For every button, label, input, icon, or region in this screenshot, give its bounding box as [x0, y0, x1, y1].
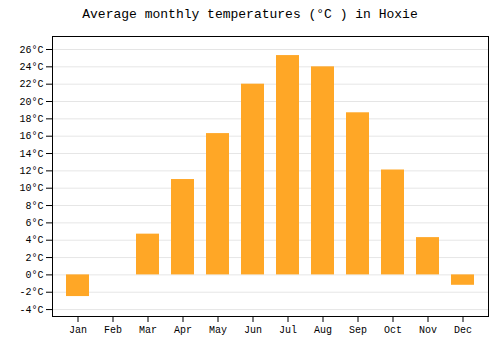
svg-text:8°C: 8°C: [25, 201, 43, 212]
svg-text:18°C: 18°C: [19, 114, 43, 125]
svg-text:0°C: 0°C: [25, 270, 43, 281]
svg-text:Oct: Oct: [384, 325, 402, 336]
svg-text:Dec: Dec: [454, 325, 472, 336]
svg-text:Jun: Jun: [244, 325, 262, 336]
svg-text:Feb: Feb: [104, 325, 122, 336]
svg-text:-4°C: -4°C: [19, 305, 43, 316]
svg-text:4°C: 4°C: [25, 235, 43, 246]
svg-text:2°C: 2°C: [25, 253, 43, 264]
svg-text:24°C: 24°C: [19, 62, 43, 73]
svg-text:-2°C: -2°C: [19, 287, 43, 298]
svg-text:16°C: 16°C: [19, 131, 43, 142]
svg-text:14°C: 14°C: [19, 149, 43, 160]
svg-text:6°C: 6°C: [25, 218, 43, 229]
svg-text:Jul: Jul: [279, 325, 297, 336]
svg-text:Sep: Sep: [349, 325, 367, 336]
svg-text:Mar: Mar: [139, 325, 157, 336]
svg-text:Nov: Nov: [419, 325, 437, 336]
svg-text:Jan: Jan: [69, 325, 87, 336]
svg-text:12°C: 12°C: [19, 166, 43, 177]
svg-text:Aug: Aug: [314, 325, 332, 336]
svg-text:20°C: 20°C: [19, 97, 43, 108]
svg-text:May: May: [209, 325, 227, 336]
svg-text:10°C: 10°C: [19, 183, 43, 194]
svg-text:22°C: 22°C: [19, 79, 43, 90]
html-text:Average monthly temperatures (: Average monthly temperatures (°C ) in Ho…: [82, 7, 418, 22]
svg-text:Apr: Apr: [174, 325, 192, 336]
svg-text:26°C: 26°C: [19, 45, 43, 56]
